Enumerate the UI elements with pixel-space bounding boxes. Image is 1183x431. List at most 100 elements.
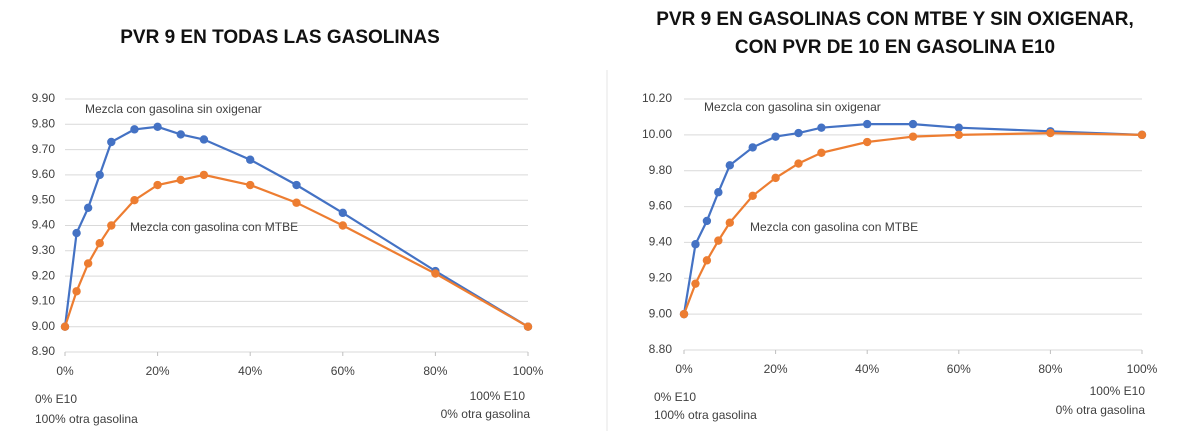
point <box>72 287 81 296</box>
point <box>1137 130 1147 140</box>
y-tick-label: 8.90 <box>32 344 56 358</box>
point <box>83 259 93 268</box>
point <box>292 180 301 190</box>
annotation: 0% otra gasolina <box>441 407 531 421</box>
y-tick-label: 9.30 <box>32 243 56 257</box>
y-tick-label: 9.80 <box>649 163 673 177</box>
point <box>130 125 139 134</box>
point <box>523 322 533 331</box>
point <box>107 221 116 230</box>
point <box>1046 128 1055 138</box>
x-tick-label: 60% <box>947 362 971 376</box>
y-tick-label: 9.90 <box>32 91 56 105</box>
y-tick-label: 9.70 <box>32 142 56 156</box>
x-tick-label: 80% <box>1038 362 1062 376</box>
point <box>908 119 918 129</box>
y-tick-label: 10.20 <box>642 91 672 105</box>
point <box>95 170 104 180</box>
x-tick-label: 0% <box>56 364 74 378</box>
y-tick-label: 9.80 <box>32 116 56 130</box>
annotation: 100% E10 <box>1090 384 1146 398</box>
annotation: 0% otra gasolina <box>1056 403 1146 417</box>
series-line <box>682 122 1143 315</box>
point <box>292 198 301 207</box>
annotation: 0% E10 <box>35 392 77 406</box>
y-tick-label: 9.20 <box>32 268 56 282</box>
x-tick-label: 60% <box>331 364 355 378</box>
y-tick-label: 9.20 <box>649 270 673 284</box>
point <box>199 170 209 180</box>
point <box>246 180 255 190</box>
y-tick-label: 9.00 <box>649 306 673 320</box>
series-label: Mezcla con gasolina con MTBE <box>750 220 918 234</box>
x-tick-label: 20% <box>146 364 170 378</box>
x-tick-label: 40% <box>238 364 262 378</box>
point <box>863 137 872 147</box>
x-tick-label: 40% <box>855 362 879 376</box>
point <box>679 309 689 319</box>
series-line <box>63 125 529 328</box>
point <box>338 221 347 230</box>
y-tick-label: 9.10 <box>32 294 56 308</box>
point <box>714 236 723 245</box>
point <box>338 208 347 218</box>
series-label: Mezcla con gasolina sin oxigenar <box>85 102 262 116</box>
y-tick-label: 9.60 <box>32 167 56 181</box>
point <box>817 123 826 132</box>
point <box>130 196 139 205</box>
y-tick-label: 10.00 <box>642 127 672 141</box>
point <box>83 203 93 212</box>
point <box>702 256 712 265</box>
point <box>176 175 185 185</box>
series-label: Mezcla con gasolina con MTBE <box>130 220 298 234</box>
annotation: 0% E10 <box>654 390 696 404</box>
chart-title: PVR 9 EN TODAS LAS GASOLINAS <box>120 27 440 48</box>
point <box>725 161 734 170</box>
y-tick-label: 9.40 <box>32 218 56 232</box>
point <box>431 269 440 278</box>
point <box>107 137 116 147</box>
point <box>153 180 162 190</box>
x-tick-label: 80% <box>423 364 447 378</box>
point <box>60 322 70 331</box>
annotation: 100% otra gasolina <box>654 408 757 422</box>
annotation: 100% E10 <box>470 389 526 403</box>
point <box>72 228 81 238</box>
point <box>702 216 712 226</box>
y-tick-label: 8.80 <box>649 342 673 356</box>
point <box>794 128 803 138</box>
annotation: 100% otra gasolina <box>35 412 138 426</box>
point <box>199 135 209 144</box>
x-tick-label: 100% <box>513 364 544 378</box>
point <box>176 130 185 139</box>
x-tick-label: 100% <box>1127 362 1158 376</box>
x-tick-label: 0% <box>675 362 693 376</box>
point <box>771 132 780 141</box>
x-tick-label: 20% <box>764 362 788 376</box>
point <box>794 159 803 168</box>
point <box>863 119 872 129</box>
chart-title: CON PVR DE 10 EN GASOLINA E10 <box>735 37 1055 58</box>
point <box>691 240 700 249</box>
point <box>691 279 700 288</box>
point <box>908 132 918 141</box>
point <box>153 122 162 132</box>
point <box>748 143 757 152</box>
point <box>771 173 780 183</box>
point <box>246 155 255 164</box>
y-tick-label: 9.00 <box>32 319 56 333</box>
point <box>95 239 104 248</box>
chart-title: PVR 9 EN GASOLINAS CON MTBE Y SIN OXIGEN… <box>656 9 1134 30</box>
y-tick-label: 9.60 <box>649 199 673 213</box>
point <box>954 123 963 132</box>
point <box>725 218 734 227</box>
y-tick-label: 9.50 <box>32 192 56 206</box>
point <box>954 130 963 140</box>
point <box>714 188 723 197</box>
point <box>817 148 826 157</box>
point <box>748 191 757 201</box>
y-tick-label: 9.40 <box>649 235 673 249</box>
series-label: Mezcla con gasolina sin oxigenar <box>704 100 881 114</box>
